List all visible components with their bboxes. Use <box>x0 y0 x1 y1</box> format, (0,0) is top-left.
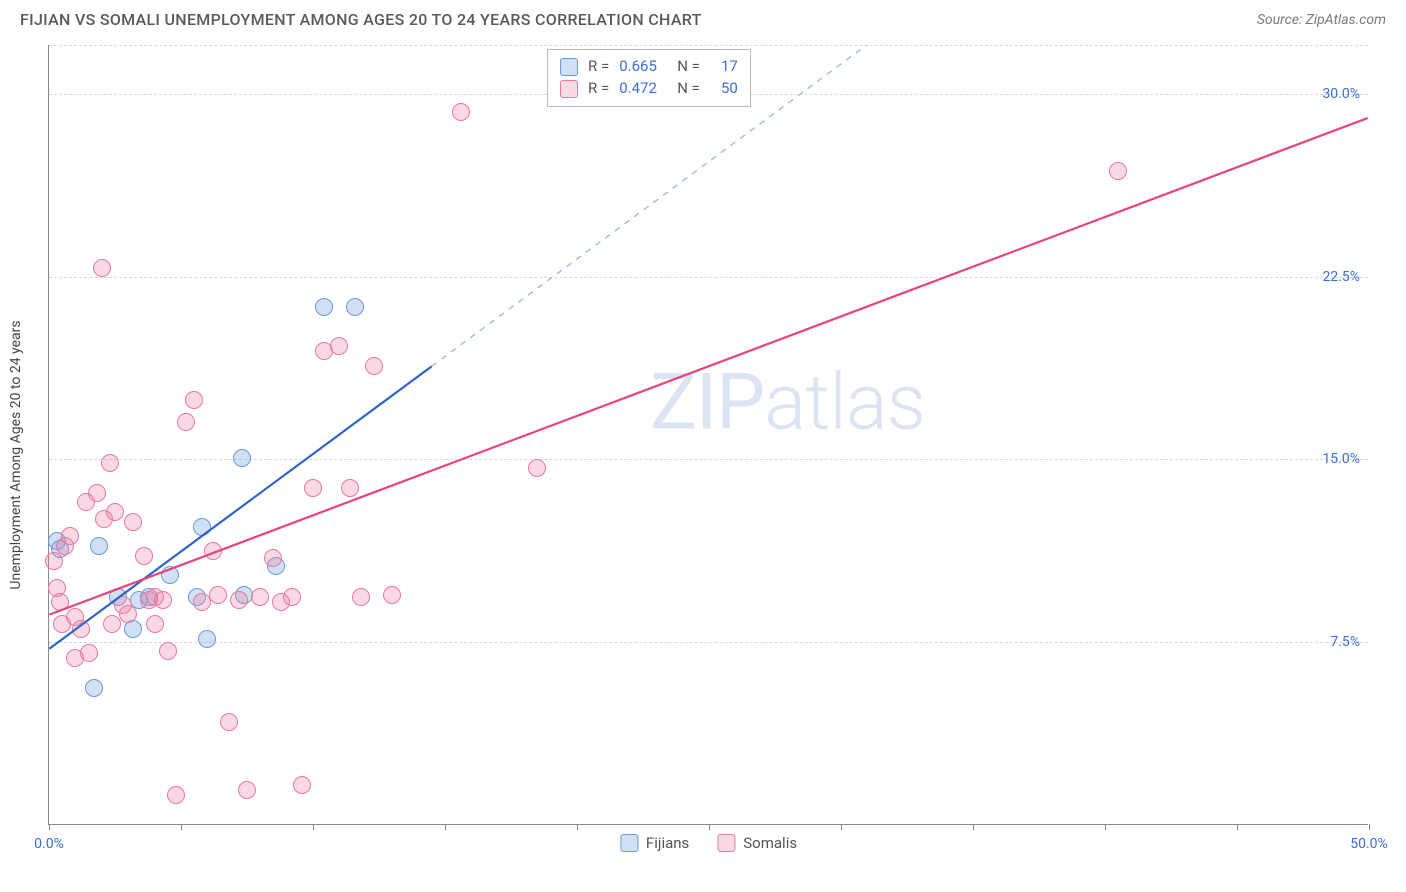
x-tick <box>1237 824 1238 830</box>
scatter-point <box>124 513 142 531</box>
stat-n-value: 17 <box>710 56 738 78</box>
scatter-point <box>341 479 359 497</box>
scatter-point <box>101 454 119 472</box>
scatter-point <box>66 649 84 667</box>
scatter-point <box>304 479 322 497</box>
x-tick <box>1105 824 1106 830</box>
chart-container: Unemployment Among Ages 20 to 24 years Z… <box>0 35 1406 885</box>
scatter-point <box>330 337 348 355</box>
stat-r-label: R = <box>588 56 609 78</box>
scatter-point <box>209 586 227 604</box>
gridline-horizontal <box>49 45 1368 46</box>
y-tick-label: 15.0% <box>1322 451 1360 467</box>
series-legend: Fijians Somalis <box>620 834 797 852</box>
scatter-point <box>383 586 401 604</box>
scatter-point <box>177 413 195 431</box>
stat-r-label: R = <box>588 78 609 100</box>
scatter-point <box>146 615 164 633</box>
chart-title: FIJIAN VS SOMALI UNEMPLOYMENT AMONG AGES… <box>20 10 702 29</box>
scatter-point <box>315 298 333 316</box>
y-tick-label: 30.0% <box>1322 86 1360 102</box>
scatter-point <box>220 713 238 731</box>
x-tick-label: 0.0% <box>34 836 64 852</box>
scatter-point <box>346 298 364 316</box>
scatter-point <box>90 537 108 555</box>
scatter-point <box>283 588 301 606</box>
legend-item: Somalis <box>717 834 797 852</box>
scatter-point <box>365 357 383 375</box>
correlation-stats-box: R = 0.665 N = 17 R = 0.472 N = 50 <box>547 49 751 107</box>
scatter-point <box>135 547 153 565</box>
scatter-point <box>93 259 111 277</box>
scatter-point <box>452 103 470 121</box>
stat-n-label: N = <box>677 78 700 100</box>
scatter-point <box>72 620 90 638</box>
chart-header: FIJIAN VS SOMALI UNEMPLOYMENT AMONG AGES… <box>0 0 1406 35</box>
y-axis-label: Unemployment Among Ages 20 to 24 years <box>8 320 24 589</box>
gridline-horizontal <box>49 277 1368 278</box>
x-tick <box>49 824 50 830</box>
scatter-point <box>352 588 370 606</box>
series-swatch <box>560 58 578 76</box>
stats-row: R = 0.472 N = 50 <box>560 78 738 100</box>
scatter-point <box>85 679 103 697</box>
watermark-part-b: atlas <box>764 358 925 449</box>
y-tick-label: 22.5% <box>1322 269 1360 285</box>
scatter-point <box>230 591 248 609</box>
legend-label: Fijians <box>646 834 689 852</box>
plot-area: ZIPatlas R =0.665N =17R =0.472N =50 Fiji… <box>48 45 1368 825</box>
scatter-point <box>238 781 256 799</box>
scatter-point <box>185 391 203 409</box>
scatter-point <box>154 591 172 609</box>
scatter-point <box>53 615 71 633</box>
scatter-point <box>167 786 185 804</box>
legend-item: Fijians <box>620 834 689 852</box>
scatter-point <box>264 549 282 567</box>
x-tick <box>577 824 578 830</box>
scatter-point <box>106 503 124 521</box>
watermark-part-a: ZIP <box>650 358 764 449</box>
x-tick <box>841 824 842 830</box>
scatter-point <box>1109 162 1127 180</box>
chart-source: Source: ZipAtlas.com <box>1257 12 1386 28</box>
scatter-point <box>198 630 216 648</box>
scatter-point <box>251 588 269 606</box>
scatter-point <box>161 566 179 584</box>
x-tick <box>313 824 314 830</box>
scatter-point <box>293 776 311 794</box>
stat-r-value: 0.472 <box>619 78 667 100</box>
stat-r-value: 0.665 <box>619 56 667 78</box>
x-tick <box>445 824 446 830</box>
series-swatch <box>560 80 578 98</box>
series-swatch <box>620 834 638 852</box>
series-swatch <box>717 834 735 852</box>
x-tick <box>181 824 182 830</box>
scatter-point <box>51 593 69 611</box>
scatter-point <box>61 527 79 545</box>
scatter-point <box>528 459 546 477</box>
scatter-point <box>193 518 211 536</box>
watermark: ZIPatlas <box>650 358 925 449</box>
scatter-point <box>103 615 121 633</box>
y-tick-label: 7.5% <box>1330 634 1360 650</box>
stats-row: R = 0.665 N = 17 <box>560 56 738 78</box>
legend-label: Somalis <box>743 834 797 852</box>
scatter-point <box>204 542 222 560</box>
scatter-point <box>159 642 177 660</box>
scatter-point <box>88 484 106 502</box>
scatter-point <box>233 449 251 467</box>
trend-lines-layer <box>49 45 1368 824</box>
x-tick <box>973 824 974 830</box>
x-tick <box>1369 824 1370 830</box>
stat-n-value: 50 <box>710 78 738 100</box>
x-tick <box>709 824 710 830</box>
x-tick-label: 50.0% <box>1350 836 1388 852</box>
gridline-horizontal <box>49 642 1368 643</box>
stat-n-label: N = <box>677 56 700 78</box>
scatter-point <box>119 605 137 623</box>
